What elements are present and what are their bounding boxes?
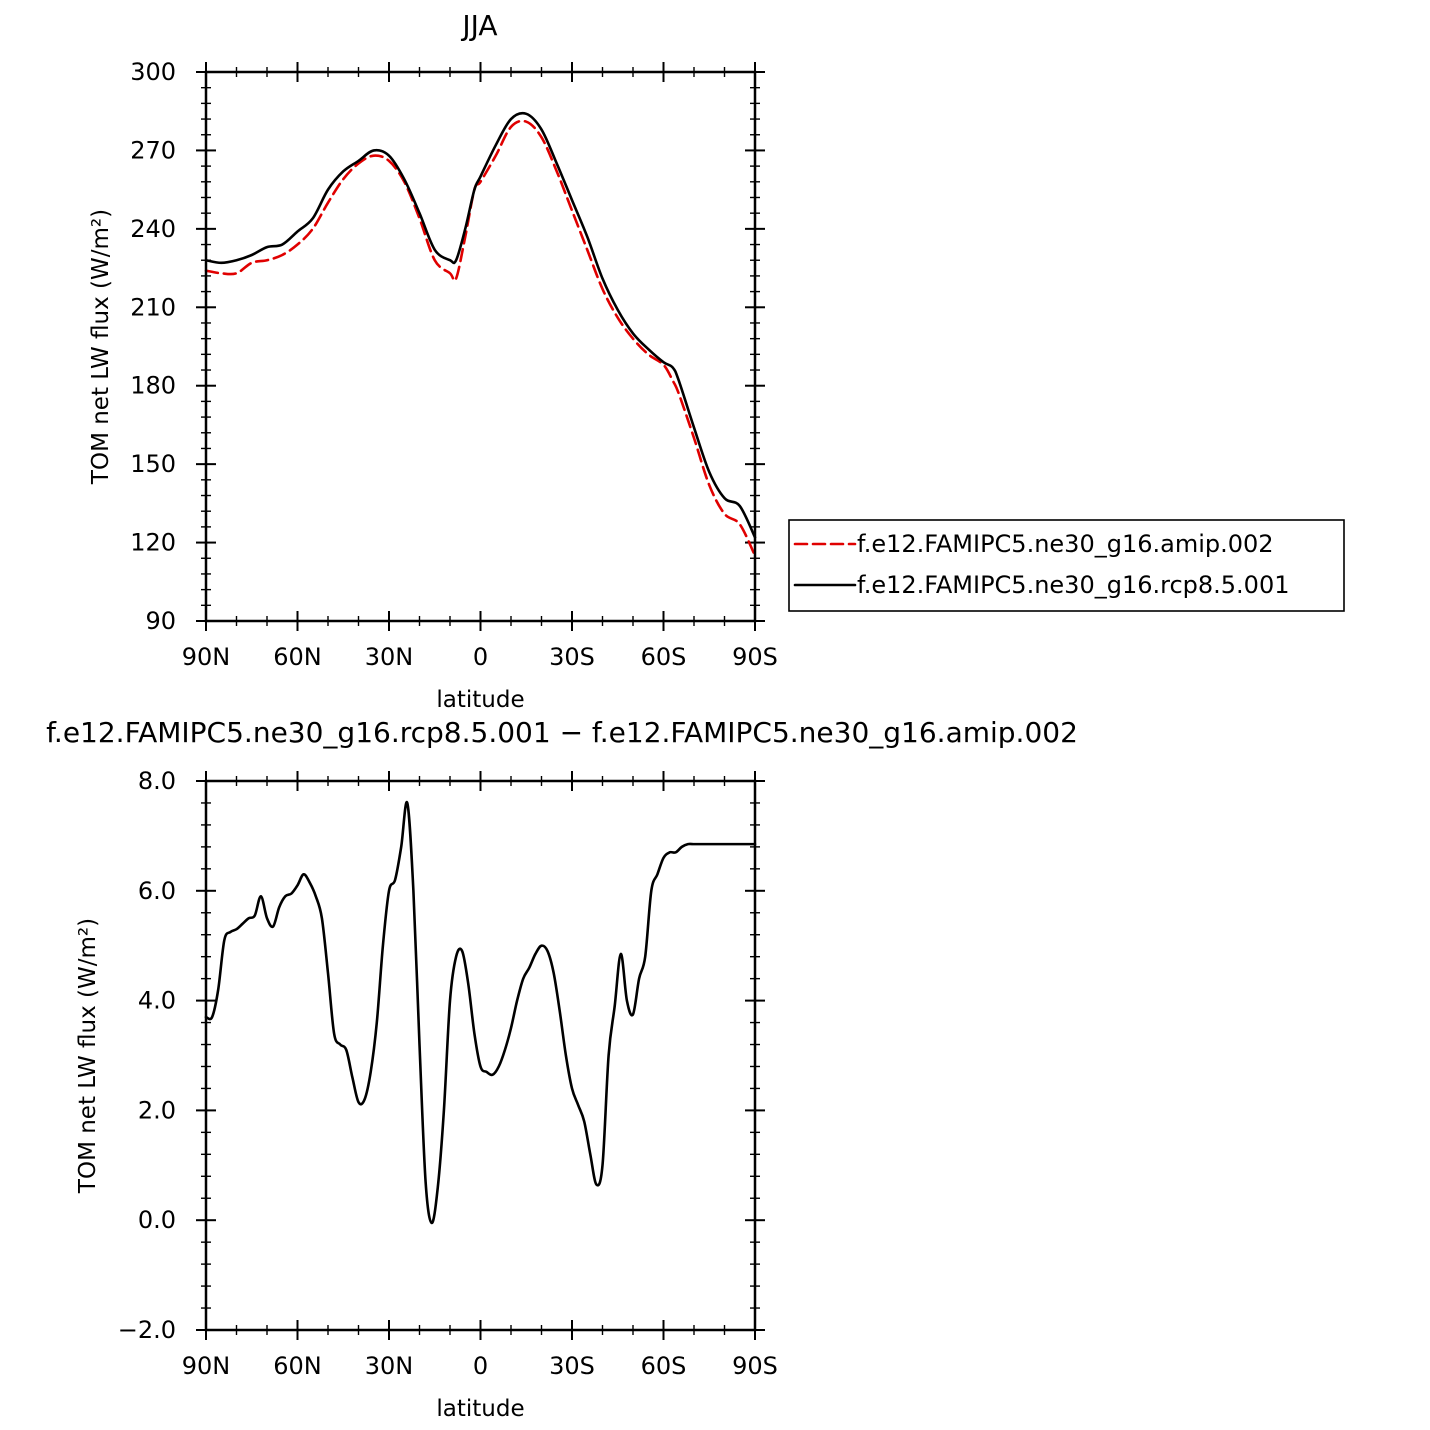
y-tick-label: 150: [130, 450, 176, 478]
series-line-bot-0: [204, 800, 757, 1225]
bottom-series-group: [204, 800, 757, 1225]
legend-entry-rcp85: f.e12.FAMIPC5.ne30_g16.rcp8.5.001: [857, 571, 1290, 599]
bottom-plot-frame: [204, 779, 757, 1332]
y-tick-label: 120: [130, 529, 176, 557]
y-tick-label: 210: [130, 293, 176, 321]
y-tick-label: 2.0: [138, 1096, 176, 1124]
x-tick-label: 90S: [732, 1352, 778, 1380]
series-line-top-1: [204, 111, 757, 539]
x-tick-label: 30S: [549, 643, 595, 671]
y-tick-label: 6.0: [138, 877, 176, 905]
top-axis-ticks: 90N 60N 30N 0 30S 60S 90S 90 120 150 180 210 240 270 3…: [130, 58, 778, 671]
top-panel: JJA latitude TOM net LW flux (W/m²) 90N 6…: [88, 9, 778, 713]
series-line-top-0: [204, 119, 757, 557]
x-tick-label: 60S: [641, 643, 687, 671]
x-tick-label: 30S: [549, 1352, 595, 1380]
legend-entry-amip: f.e12.FAMIPC5.ne30_g16.amip.002: [857, 530, 1274, 558]
legend-box: [788, 519, 1345, 612]
x-tick-label: 90S: [732, 643, 778, 671]
bottom-axis-ticks: 90N 60N 30N 0 30S 60S 90S −2.0 0.0 2.0 4.0 6.0 8.0: [118, 767, 778, 1380]
x-tick-label: 60S: [641, 1352, 687, 1380]
x-tick-label: 0: [473, 1352, 488, 1380]
y-tick-label: 90: [145, 607, 176, 635]
y-tick-label: 8.0: [138, 767, 176, 795]
bottom-x-axis-label: latitude: [436, 1396, 524, 1422]
y-tick-label: 4.0: [138, 987, 176, 1015]
x-tick-label: 60N: [273, 643, 322, 671]
bottom-y-axis-label: TOM net LW flux (W/m²): [75, 918, 101, 1194]
y-tick-label: 180: [130, 372, 176, 400]
top-x-axis-label: latitude: [436, 687, 524, 713]
x-tick-label: 0: [473, 643, 488, 671]
y-tick-label: 300: [130, 58, 176, 86]
y-tick-label: −2.0: [118, 1316, 176, 1344]
legend: f.e12.FAMIPC5.ne30_g16.amip.002 f.e12.FA…: [788, 519, 1345, 612]
top-plot-frame: [204, 70, 757, 623]
bottom-panel: f.e12.FAMIPC5.ne30_g16.rcp8.5.001 − f.e1…: [46, 716, 1078, 1422]
x-tick-label: 30N: [365, 1352, 414, 1380]
x-tick-label: 90N: [182, 1352, 231, 1380]
top-series-group: [204, 111, 757, 557]
y-tick-label: 270: [130, 136, 176, 164]
x-tick-label: 90N: [182, 643, 231, 671]
x-tick-label: 30N: [365, 643, 414, 671]
bottom-chart-title: f.e12.FAMIPC5.ne30_g16.rcp8.5.001 − f.e1…: [46, 716, 1078, 749]
x-tick-label: 60N: [273, 1352, 322, 1380]
top-chart-title: JJA: [460, 9, 497, 42]
top-y-axis-label: TOM net LW flux (W/m²): [88, 209, 114, 485]
y-tick-label: 240: [130, 215, 176, 243]
y-tick-label: 0.0: [138, 1206, 176, 1234]
